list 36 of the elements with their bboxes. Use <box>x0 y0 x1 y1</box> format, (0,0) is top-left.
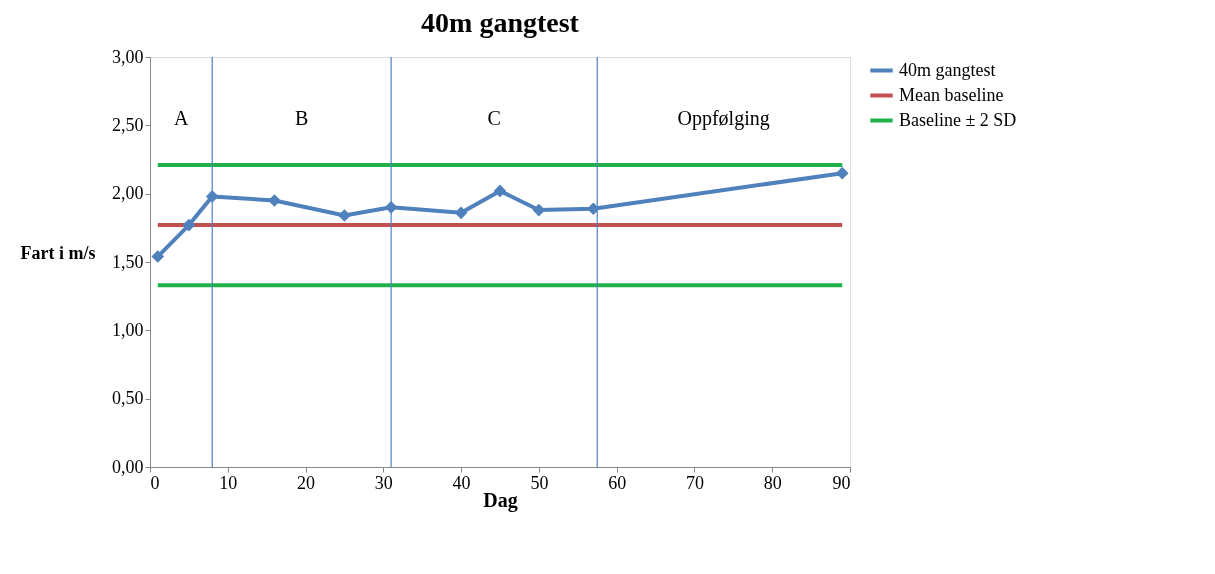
x-tick-label: 50 <box>530 472 549 493</box>
x-tick-label: 40 <box>452 472 471 493</box>
y-tick-label: 1,50 <box>112 251 144 272</box>
point <box>532 203 546 217</box>
annotation: B <box>294 107 309 129</box>
x-tick-label: 20 <box>297 472 316 493</box>
x-tick-label: 90 <box>832 472 851 493</box>
point <box>151 250 165 263</box>
point <box>338 209 351 222</box>
legend-label: Baseline ± 2 SD <box>899 109 1017 130</box>
annotation: C <box>487 107 501 129</box>
chart-title: 40m gangtest <box>421 7 580 38</box>
y-axis-title: Fart i m/s <box>20 242 96 263</box>
x-tick-label: 60 <box>608 472 627 493</box>
point <box>493 184 507 198</box>
x-tick-label: 80 <box>763 472 782 493</box>
x-axis-title: Dag <box>483 488 518 512</box>
y-tick-label: 3,00 <box>112 46 144 67</box>
point <box>268 194 281 207</box>
y-tick-label: 2,00 <box>112 183 144 204</box>
y-tick-label: 1,00 <box>112 319 144 340</box>
y-tick-label: 0,00 <box>112 456 144 477</box>
y-tick-label: 2,50 <box>112 114 144 135</box>
x-tick-label: 70 <box>685 472 704 493</box>
point <box>835 166 849 180</box>
x-tick-label: 10 <box>219 472 238 493</box>
point <box>454 206 468 220</box>
legend-label: 40m gangtest <box>899 59 996 80</box>
annotation: A <box>173 107 189 129</box>
point <box>587 202 600 216</box>
annotation: Oppfølging <box>677 107 770 130</box>
legend-label: Mean baseline <box>899 84 1004 105</box>
y-tick-label: 0,50 <box>112 388 144 409</box>
point <box>182 218 196 232</box>
x-tick-label: 0 <box>150 472 160 493</box>
x-tick-label: 30 <box>374 472 393 493</box>
